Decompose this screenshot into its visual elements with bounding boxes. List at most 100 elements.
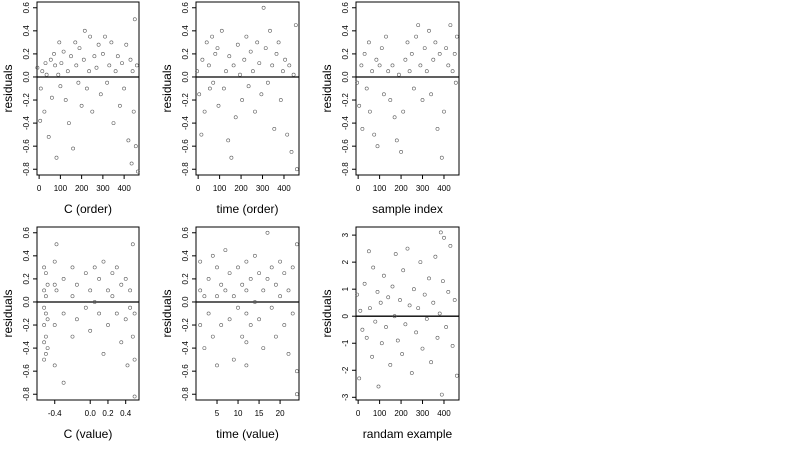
y-axis-title: residuals — [320, 64, 334, 112]
data-point — [132, 357, 137, 362]
data-point — [355, 80, 360, 85]
x-axis-title: time (order) — [216, 202, 278, 216]
data-point — [407, 303, 412, 308]
data-point — [388, 98, 393, 102]
data-point — [70, 294, 75, 299]
data-point — [294, 242, 299, 247]
y-tick-label: 0.0 — [22, 296, 31, 308]
data-point — [453, 80, 458, 85]
data-point — [272, 126, 277, 131]
x-axis-title: randam example — [363, 427, 453, 441]
plot-frame — [195, 226, 300, 401]
data-point — [248, 276, 253, 281]
x-tick-label: 0.4 — [120, 409, 132, 418]
data-point — [290, 265, 295, 270]
data-point — [101, 259, 106, 264]
data-point — [75, 282, 79, 287]
data-point — [450, 69, 455, 74]
data-point — [206, 63, 211, 68]
x-axis-title: C (order) — [64, 202, 112, 216]
data-point — [414, 34, 419, 39]
data-point — [98, 92, 103, 97]
data-point — [57, 40, 62, 45]
data-point — [198, 323, 203, 327]
data-point — [366, 249, 371, 254]
data-point — [454, 34, 459, 39]
x-tick-label: 100 — [213, 184, 227, 193]
panel-2: 0 100 200 300 400 -0.8 -0.6 -0.4 -0.2 0.0 0.2 0.4 0.… — [160, 1, 300, 216]
y-tick-label: 0.6 — [22, 227, 31, 239]
data-point — [40, 69, 45, 74]
data-point — [132, 17, 137, 22]
data-point — [56, 72, 61, 77]
data-point — [128, 288, 133, 293]
data-point — [59, 61, 64, 66]
data-point — [46, 134, 51, 139]
data-point — [373, 319, 378, 324]
data-point — [81, 57, 86, 62]
data-point — [206, 311, 211, 316]
data-point — [42, 357, 47, 362]
data-point — [357, 376, 362, 381]
y-tick-label: -0.8 — [22, 162, 31, 176]
data-point — [44, 271, 48, 276]
data-point — [364, 335, 369, 340]
plot-frame — [195, 1, 300, 176]
data-point — [50, 95, 54, 100]
data-point — [400, 352, 405, 356]
x-tick-label: 0 — [196, 184, 201, 193]
data-point — [227, 54, 232, 59]
data-point — [215, 294, 219, 299]
y-tick-label: 0.0 — [22, 71, 31, 83]
data-point — [378, 300, 383, 305]
data-point — [252, 253, 257, 258]
data-point — [42, 323, 47, 327]
data-point — [282, 323, 287, 327]
data-point — [407, 69, 412, 74]
x-tick-label: 300 — [96, 184, 110, 193]
y-tick-label: 0.6 — [181, 227, 190, 239]
data-point — [61, 49, 66, 54]
y-tick-label: -0.2 — [22, 93, 31, 107]
data-point — [257, 271, 262, 276]
data-point — [255, 40, 260, 45]
data-point — [215, 363, 219, 368]
data-point — [195, 69, 200, 74]
data-point — [244, 363, 249, 368]
data-point — [442, 109, 446, 114]
data-point — [396, 72, 401, 77]
data-point — [115, 54, 120, 59]
data-point — [216, 103, 221, 108]
data-point — [114, 311, 119, 316]
data-point — [240, 334, 245, 339]
data-point — [384, 34, 388, 39]
data-point — [384, 325, 388, 329]
data-point — [48, 57, 53, 62]
data-point — [130, 69, 135, 74]
data-point — [132, 311, 137, 316]
data-point — [128, 305, 133, 310]
data-point — [133, 144, 138, 149]
data-point — [278, 294, 283, 299]
data-point — [431, 57, 436, 62]
data-point — [110, 294, 115, 299]
data-point — [67, 121, 71, 126]
data-point — [204, 40, 209, 45]
data-point — [294, 167, 299, 172]
data-point — [248, 49, 253, 54]
data-point — [405, 246, 410, 251]
data-point — [236, 305, 240, 310]
data-point — [120, 61, 124, 66]
data-point — [367, 306, 372, 311]
data-point — [290, 311, 295, 316]
data-point — [52, 259, 57, 264]
x-tick-label: 100 — [54, 184, 68, 193]
data-point — [411, 287, 416, 292]
data-point — [75, 317, 79, 322]
data-point — [276, 40, 281, 45]
data-point — [61, 276, 66, 281]
y-tick-label: -0.6 — [341, 139, 350, 153]
x-tick-label: 100 — [373, 409, 387, 418]
data-point — [73, 40, 78, 45]
data-point — [97, 311, 102, 316]
